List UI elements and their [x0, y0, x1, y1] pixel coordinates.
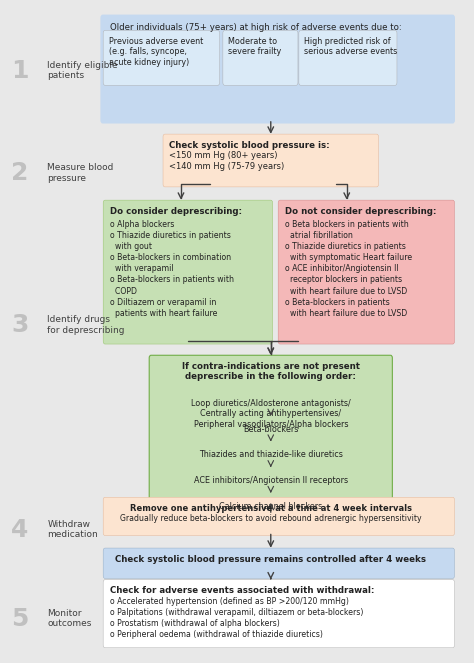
Text: o Accelerated hypertension (defined as BP >200/120 mmHg)
o Palpitations (withdra: o Accelerated hypertension (defined as B… — [109, 597, 363, 639]
Text: High predicted risk of
serious adverse events: High predicted risk of serious adverse e… — [304, 37, 398, 56]
Text: 1: 1 — [11, 59, 28, 83]
Text: <150 mm Hg (80+ years)
<140 mm Hg (75-79 years): <150 mm Hg (80+ years) <140 mm Hg (75-79… — [170, 151, 285, 170]
Text: Do not consider deprescribing:: Do not consider deprescribing: — [284, 207, 436, 215]
Text: Beta-blockers: Beta-blockers — [243, 424, 299, 434]
Text: Remove one antihypertensive at a time at 4 week intervals: Remove one antihypertensive at a time at… — [130, 504, 412, 512]
Text: Withdraw
medication: Withdraw medication — [47, 520, 98, 539]
FancyBboxPatch shape — [163, 134, 379, 187]
Text: Gradually reduce beta-blockers to avoid rebound adrenergic hypersensitivity: Gradually reduce beta-blockers to avoid … — [120, 514, 421, 523]
Text: Loop diuretics/Aldosterone antagonists/
Centrally acting antihypertensives/
Peri: Loop diuretics/Aldosterone antagonists/ … — [191, 399, 351, 429]
Text: Moderate to
severe frailty: Moderate to severe frailty — [228, 37, 282, 56]
Text: 4: 4 — [11, 518, 28, 542]
FancyBboxPatch shape — [103, 548, 455, 578]
Text: Thiazides and thiazide-like diuretics: Thiazides and thiazide-like diuretics — [199, 450, 343, 459]
FancyBboxPatch shape — [100, 15, 455, 123]
Text: Check systolic blood pressure is:: Check systolic blood pressure is: — [170, 141, 330, 150]
Text: Do consider deprescribing:: Do consider deprescribing: — [109, 207, 242, 215]
FancyBboxPatch shape — [103, 200, 273, 344]
Text: Older individuals (75+ years) at high risk of adverse events due to:: Older individuals (75+ years) at high ri… — [109, 23, 401, 32]
Text: Measure blood
pressure: Measure blood pressure — [47, 163, 114, 183]
Text: 5: 5 — [11, 607, 28, 631]
FancyBboxPatch shape — [103, 30, 219, 86]
Text: Identify drugs
for deprescribing: Identify drugs for deprescribing — [47, 315, 125, 335]
Text: Calcium channel blockers: Calcium channel blockers — [219, 502, 322, 511]
FancyBboxPatch shape — [223, 30, 298, 86]
Text: Check systolic blood pressure remains controlled after 4 weeks: Check systolic blood pressure remains co… — [115, 556, 426, 564]
FancyBboxPatch shape — [103, 497, 455, 536]
Text: If contra-indications are not present
deprescribe in the following order:: If contra-indications are not present de… — [182, 362, 360, 381]
FancyBboxPatch shape — [149, 355, 392, 519]
Text: 3: 3 — [11, 313, 28, 337]
FancyBboxPatch shape — [103, 579, 455, 648]
Text: 2: 2 — [11, 161, 28, 185]
FancyBboxPatch shape — [299, 30, 397, 86]
Text: Identify eligible
patients: Identify eligible patients — [47, 61, 118, 80]
Text: ACE inhibitors/Angiotensin II receptors: ACE inhibitors/Angiotensin II receptors — [194, 476, 348, 485]
Text: o Beta blockers in patients with
  atrial fibrillation
o Thiazide diuretics in p: o Beta blockers in patients with atrial … — [284, 220, 412, 318]
Text: Previous adverse event
(e.g. falls, syncope,
acute kidney injury): Previous adverse event (e.g. falls, sync… — [109, 37, 203, 67]
FancyBboxPatch shape — [278, 200, 455, 344]
Text: Check for adverse events associated with withdrawal:: Check for adverse events associated with… — [109, 586, 374, 595]
Text: Monitor
outcomes: Monitor outcomes — [47, 609, 92, 629]
Text: o Alpha blockers
o Thiazide diuretics in patients
  with gout
o Beta-blockers in: o Alpha blockers o Thiazide diuretics in… — [109, 220, 234, 318]
